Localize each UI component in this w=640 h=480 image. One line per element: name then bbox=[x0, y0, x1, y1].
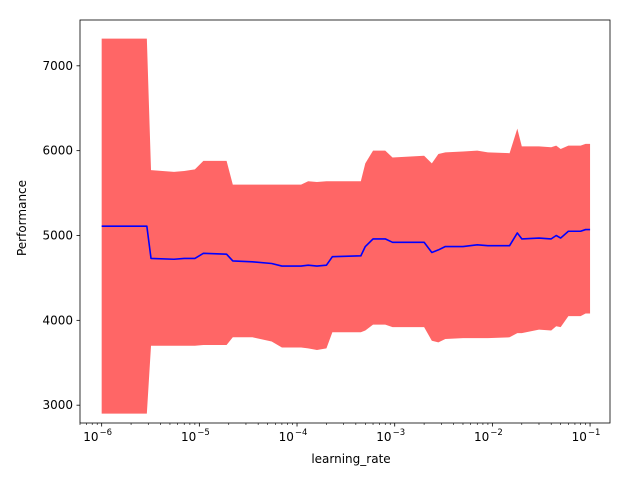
axes-frame bbox=[79, 19, 611, 424]
y-tick-label: 7000 bbox=[42, 59, 73, 73]
y-tick-label: 4000 bbox=[42, 313, 73, 327]
x-tick-exponent: −5 bbox=[197, 428, 210, 438]
plot-area bbox=[101, 38, 591, 414]
series-0-band bbox=[101, 38, 591, 414]
x-tick-exponent: −3 bbox=[393, 428, 406, 438]
x-tick-exponent: −6 bbox=[100, 428, 113, 438]
y-tick-label: 3000 bbox=[42, 398, 73, 412]
y-axis: 3000 4000 5000 6000 7000 bbox=[42, 59, 80, 412]
x-tick-exponent: −4 bbox=[295, 428, 308, 438]
series-0-line bbox=[101, 225, 591, 267]
x-tick-exponent: −1 bbox=[588, 428, 601, 438]
x-axis-title: learning_rate bbox=[311, 452, 390, 466]
axes-spines bbox=[79, 19, 611, 424]
y-axis-title: Performance bbox=[15, 180, 29, 256]
y-tick-label: 6000 bbox=[42, 144, 73, 158]
x-tick-exponent: −2 bbox=[490, 428, 503, 438]
y-tick-label: 5000 bbox=[42, 228, 73, 242]
